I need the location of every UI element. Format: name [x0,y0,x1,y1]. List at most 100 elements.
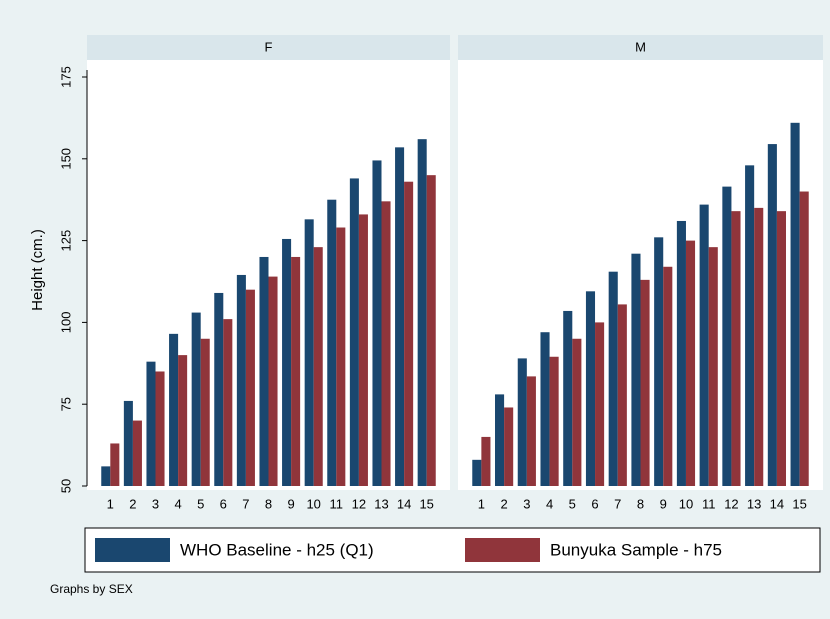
x-tick-label: 3 [152,496,159,511]
bar [426,175,436,486]
bar [327,199,337,486]
bar [268,276,278,486]
bar [146,361,156,486]
bar [336,227,346,486]
bar [372,160,382,486]
x-tick-label: 2 [129,496,136,511]
bar [481,436,491,486]
y-tick-label: 100 [58,312,73,334]
bar [304,219,314,486]
y-tick-label: 175 [58,66,73,88]
bar [236,274,246,486]
bar [799,191,809,486]
bar [631,253,641,486]
bar [214,292,224,486]
panel-title: M [635,39,646,54]
x-tick-label: 6 [591,496,598,511]
x-tick-label: 14 [397,496,411,511]
bar [404,181,414,487]
bar [767,144,777,487]
bar [101,466,111,486]
x-tick-label: 10 [306,496,320,511]
x-tick-label: 5 [197,496,204,511]
x-tick-label: 5 [569,496,576,511]
bar [395,147,405,486]
panel-title: F [265,39,273,54]
bar [495,394,505,486]
x-tick-label: 12 [352,496,366,511]
bar [663,266,673,486]
bar [595,322,605,486]
bar [169,333,179,486]
bar [608,271,618,486]
y-tick-label: 50 [58,479,73,493]
bar [191,312,201,486]
bar [708,247,718,486]
panel-header [458,35,823,60]
bar [349,178,359,486]
x-tick-label: 9 [660,496,667,511]
bar [472,459,482,486]
legend-label: WHO Baseline - h25 (Q1) [180,540,374,559]
bar [155,371,165,486]
bar [223,319,233,486]
x-tick-label: 3 [523,496,530,511]
bar [417,139,427,486]
x-tick-label: 13 [374,496,388,511]
bar [676,220,686,486]
x-tick-label: 4 [546,496,553,511]
bar [200,338,210,486]
bar [358,214,368,486]
bar [654,237,664,486]
x-tick-label: 13 [747,496,761,511]
note: Graphs by SEX [50,582,133,596]
bar [526,376,536,486]
bar [282,238,292,486]
y-axis-label: Height (cm.) [29,229,46,311]
x-tick-label: 8 [637,496,644,511]
x-tick-label: 11 [702,496,716,511]
x-tick-label: 9 [287,496,294,511]
bar [540,332,550,486]
panel-header [87,35,450,60]
bar [640,279,650,486]
legend-box [84,527,821,573]
bar [685,240,696,486]
x-tick-label: 11 [330,496,344,511]
bar [617,304,627,486]
bar [517,358,527,486]
x-tick-label: 6 [220,496,227,511]
bar [110,443,120,486]
x-tick-label: 14 [770,496,784,511]
y-tick-label: 75 [58,397,73,411]
bar [381,201,391,486]
x-tick-label: 12 [724,496,738,511]
legend-swatch [95,538,170,562]
bar [259,256,269,486]
bar [313,247,323,486]
bar [123,400,133,486]
bar [790,122,800,487]
x-tick-label: 10 [679,496,693,511]
bar [699,204,709,486]
x-tick-label: 15 [792,496,806,511]
x-tick-label: 1 [107,496,114,511]
x-tick-label: 7 [242,496,249,511]
bar [731,211,741,487]
bar [722,186,732,486]
y-tick-label: 150 [58,148,73,170]
x-tick-label: 8 [265,496,272,511]
x-tick-label: 2 [500,496,507,511]
x-tick-label: 1 [478,496,485,511]
bar [776,211,786,487]
bar [132,420,142,486]
bar [178,355,188,486]
bar [291,256,301,486]
bar [563,310,573,486]
bar [549,356,559,486]
legend-swatch [465,538,540,562]
bar [754,207,764,486]
bar [245,289,255,486]
